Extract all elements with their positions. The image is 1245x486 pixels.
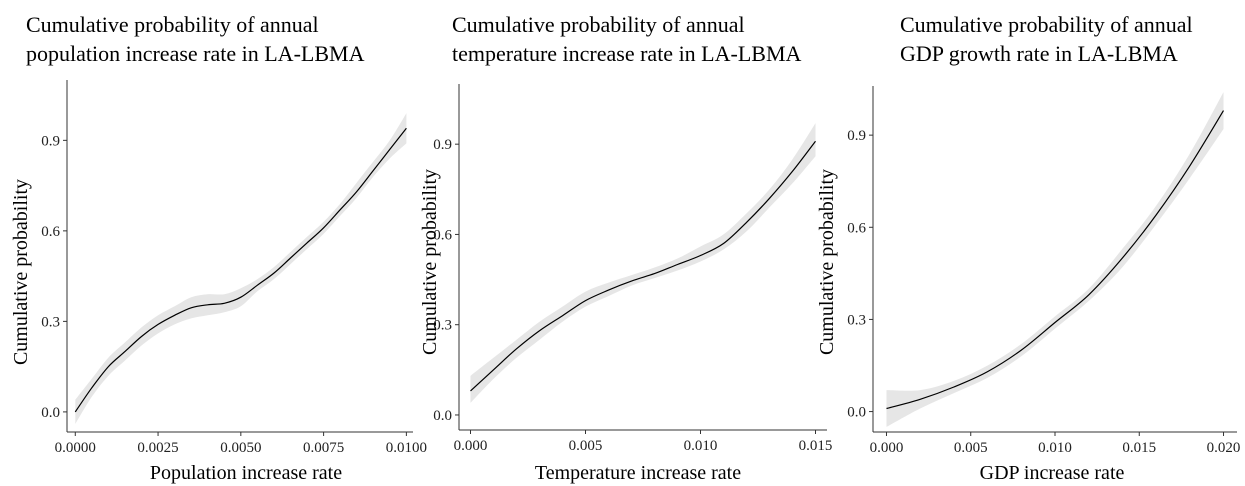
chart-title-line-1: Cumulative probability of annual [26, 12, 319, 37]
chart-title-line-2: temperature increase rate in LA-LBMA [452, 41, 802, 66]
confidence-band [470, 123, 816, 403]
x-axis-label: GDP increase rate [980, 462, 1125, 484]
y-axis-label: Cumulative probability [816, 169, 838, 355]
x-tick-label: 0.0025 [137, 440, 178, 456]
confidence-band [886, 92, 1224, 427]
chart-title: Cumulative probability of annual GDP gro… [900, 10, 1193, 68]
chart-title-line-2: population increase rate in LA-LBMA [26, 41, 365, 66]
y-tick-label: 0.9 [433, 137, 452, 153]
x-tick-label: 0.0050 [220, 440, 261, 456]
y-tick-label: 0.0 [41, 405, 60, 421]
chart-title-line-2: GDP growth rate in LA-LBMA [900, 41, 1178, 66]
chart-title-line-1: Cumulative probability of annual [452, 12, 745, 37]
temperature-chart-plot: 0.000 0.005 0.010 0.015 0.0 0.3 0.6 0.9 Tempera… [419, 84, 833, 484]
y-tick-label: 0.6 [433, 227, 452, 243]
x-tick-label: 0.0075 [303, 440, 344, 456]
chart-panel-temperature: 0.000 0.005 0.010 0.015 0.0 0.3 0.6 0.9 Tempera… [415, 0, 833, 486]
chart-panel-population: 0.0000 0.0025 0.0050 0.0075 0.0100 0.0 0.3 0.6 0… [0, 0, 427, 486]
x-tick-label: 0.010 [684, 438, 718, 454]
y-tick-label: 0.9 [41, 133, 60, 149]
series-line [470, 140, 816, 392]
x-axis-label: Population increase rate [150, 462, 342, 484]
x-tick-label: 0.015 [1122, 440, 1156, 456]
y-tick-label: 0.6 [41, 224, 60, 240]
chart-title: Cumulative probability of annual populat… [26, 10, 364, 68]
y-tick-label: 0.3 [847, 312, 866, 328]
gdp-chart-plot: 0.000 0.005 0.010 0.015 0.020 0.0 0.3 0.6 0.9 GD… [816, 86, 1241, 484]
y-axis-label: Cumulative probability [10, 179, 32, 365]
chart-panel-gdp: 0.000 0.005 0.010 0.015 0.020 0.0 0.3 0.6 0.9 GD… [816, 0, 1245, 486]
y-tick-label: 0.3 [433, 318, 452, 334]
series-line [886, 110, 1225, 410]
x-axis-label: Temperature increase rate [535, 462, 741, 484]
y-axis-label: Cumulative probability [419, 169, 441, 355]
y-tick-label: 0.9 [847, 128, 866, 144]
x-tick-label: 0.000 [870, 440, 904, 456]
x-tick-label: 0.015 [799, 438, 833, 454]
y-tick-label: 0.6 [847, 220, 866, 236]
x-tick-label: 0.010 [1038, 440, 1072, 456]
series-line [74, 127, 407, 413]
confidence-band [75, 113, 407, 424]
chart-title-line-1: Cumulative probability of annual [900, 12, 1193, 37]
y-tick-label: 0.3 [41, 314, 60, 330]
population-chart-plot: 0.0000 0.0025 0.0050 0.0075 0.0100 0.0 0.3 0.6 0… [10, 80, 427, 484]
chart-title: Cumulative probability of annual tempera… [452, 10, 801, 68]
x-tick-label: 0.0000 [55, 440, 96, 456]
x-tick-label: 0.005 [569, 438, 603, 454]
x-tick-label: 0.000 [454, 438, 488, 454]
y-tick-label: 0.0 [433, 408, 452, 424]
y-tick-label: 0.0 [847, 405, 866, 421]
x-tick-label: 0.005 [954, 440, 988, 456]
x-tick-label: 0.0100 [386, 440, 427, 456]
x-tick-label: 0.020 [1207, 440, 1241, 456]
